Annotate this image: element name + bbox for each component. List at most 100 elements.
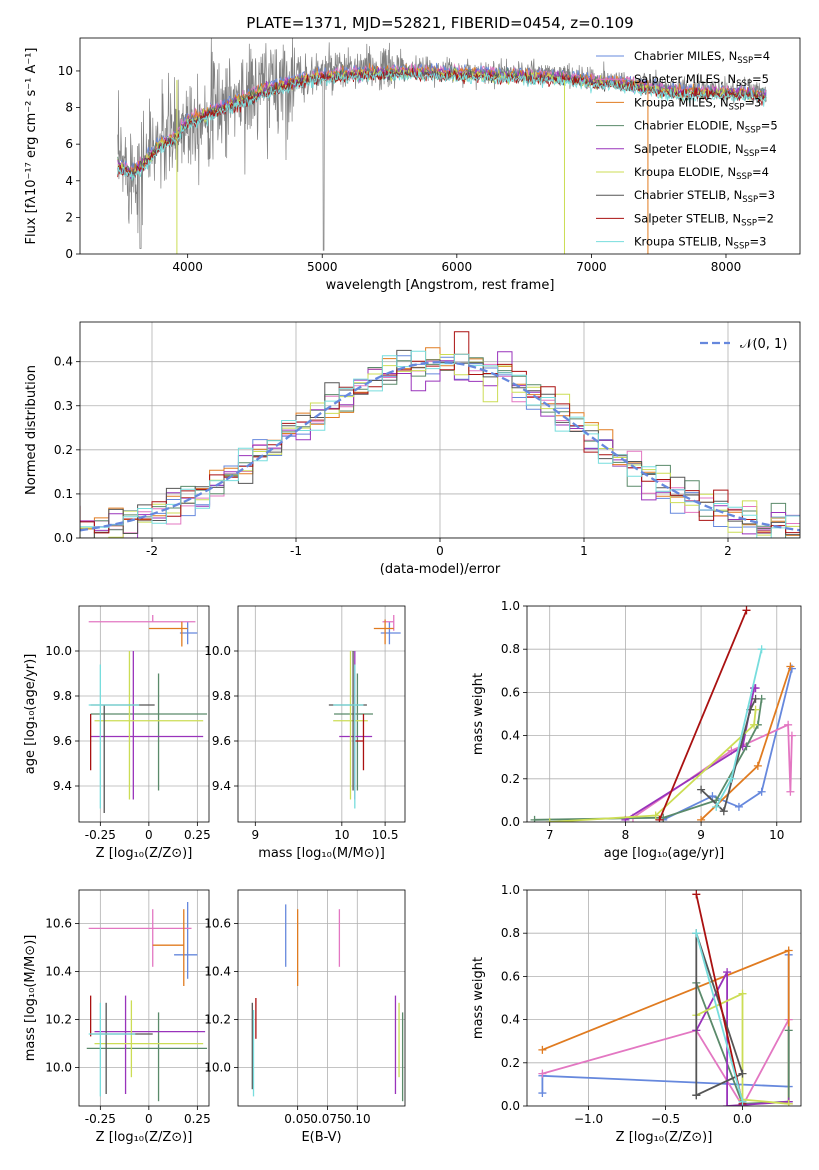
legend-suffix: =2 — [757, 211, 774, 225]
y-axis-label: mass weight — [471, 957, 486, 1039]
x-axis-label: Z [log₁₀(Z/Z⊙)] — [96, 846, 193, 861]
x-tick-label: 0.25 — [184, 828, 211, 842]
legend-subscript: SSP — [734, 242, 750, 252]
legend-text: Salpeter MILES, N — [634, 72, 736, 86]
x-tick-label: -1 — [290, 544, 302, 558]
legend-entry: Kroupa MILES, NSSP=3 — [634, 95, 761, 112]
x-tick-label: 10.5 — [372, 828, 399, 842]
panel-mass_vs_ebv: 0.05 0.075 0.10 10.0 10.2 10.4 10.6 E(B-V) — [204, 889, 406, 1145]
mass-weight-marker — [692, 929, 701, 938]
legend-entry: 𝒩(0, 1) — [740, 337, 787, 352]
plot-area — [80, 322, 800, 538]
y-tick-label: 4 — [65, 174, 73, 188]
legend-text: Kroupa STELIB, N — [634, 235, 734, 249]
legend-subscript: SSP — [736, 79, 752, 89]
legend-text: Chabrier STELIB, N — [634, 188, 742, 202]
y-tick-label: 0.2 — [54, 443, 73, 457]
y-axis-label: mass weight — [471, 673, 486, 755]
legend-entry: Chabrier STELIB, NSSP=3 — [634, 188, 775, 205]
panel-age_vs_Z: -0.25 0 0.25 9.4 9.6 9.8 10.0 Z [log₁₀(Z/Z⊙)] ag… — [23, 605, 211, 861]
y-tick-label: 10.2 — [204, 1013, 231, 1027]
x-tick-label: -2 — [146, 544, 158, 558]
legend-subscript: SSP — [745, 126, 761, 136]
axes-frame — [78, 889, 210, 1107]
mass-weight-marker — [784, 1099, 793, 1106]
mass-weight-line — [695, 932, 744, 1097]
y-tick-label: 0.3 — [54, 399, 73, 413]
mass-weight-marker — [697, 785, 706, 794]
mass-weight-line — [695, 932, 744, 1102]
legend-subscript: SSP — [736, 172, 752, 182]
y-tick-label: 0.6 — [501, 685, 520, 699]
mass-weight-line — [695, 894, 744, 1104]
mass-weight-marker — [538, 1069, 547, 1078]
mass-weight-line — [542, 1019, 790, 1106]
y-tick-label: 6 — [65, 137, 73, 151]
legend-entry: Kroupa STELIB, NSSP=3 — [634, 235, 766, 252]
y-tick-label: 8 — [65, 101, 73, 115]
x-tick-label: 0.05 — [284, 1112, 311, 1126]
y-axis-label: mass [log₁₀(M/M⊙)] — [23, 935, 38, 1062]
mass-weight-marker — [751, 694, 760, 703]
mass-weight-marker — [708, 792, 717, 801]
panel-residuals: -2 -1 0 1 2 0.0 0.1 0.2 0.3 0.4 (data-model)/error… — [24, 321, 801, 577]
plot-area — [117, 38, 767, 254]
mass-weight-marker — [719, 807, 728, 816]
model-spectrum-line — [117, 70, 767, 181]
y-tick-label: 0.0 — [54, 531, 73, 545]
y-tick-label: 2 — [65, 210, 73, 224]
mass-weight-marker — [734, 802, 743, 811]
x-tick-label: 9 — [251, 828, 259, 842]
legend-subscript: SSP — [744, 149, 760, 159]
legend-entry: Salpeter MILES, NSSP=5 — [634, 72, 769, 89]
axes-frame — [79, 37, 801, 255]
panel-age_vs_mass: 9 10 10.5 9.4 9.6 9.8 10.0 mass [log₁₀(M/M⊙)] — [204, 605, 406, 861]
mass-weight-marker — [692, 1091, 701, 1100]
x-tick-label: 7 — [546, 828, 554, 842]
x-tick-label: 10 — [769, 828, 784, 842]
mass-weight-marker — [655, 815, 664, 822]
y-tick-label: 0.1 — [54, 487, 73, 501]
legend-suffix: =5 — [761, 119, 778, 133]
legend-text: Salpeter ELODIE, N — [634, 142, 744, 156]
plot-area — [238, 890, 405, 1106]
legend-subscript: SSP — [729, 102, 745, 112]
model-spectrum-line — [117, 66, 767, 179]
y-tick-label: 1.0 — [501, 599, 520, 613]
mass-weight-marker — [787, 731, 796, 740]
x-axis-label: mass [log₁₀(M/M⊙)] — [258, 846, 385, 861]
mass-weight-marker — [712, 802, 721, 811]
axes-frame — [526, 889, 802, 1107]
y-tick-label: 10.2 — [45, 1013, 72, 1027]
y-tick-label: 0.4 — [501, 729, 520, 743]
mass-weight-marker — [784, 1026, 793, 1035]
mass-weight-marker — [786, 662, 795, 671]
x-tick-label: 0.10 — [344, 1112, 371, 1126]
legend-suffix: =5 — [752, 72, 769, 86]
legend-suffix: =3 — [744, 95, 761, 109]
y-tick-label: 10.4 — [45, 965, 72, 979]
mass-weight-marker — [757, 787, 766, 796]
y-tick-label: 9.6 — [53, 734, 72, 748]
legend-entry: Salpeter STELIB, NSSP=2 — [634, 211, 774, 228]
y-tick-label: 9.6 — [212, 734, 231, 748]
y-tick-label: 0.2 — [501, 772, 520, 786]
y-tick-label: 0.0 — [501, 815, 520, 829]
legend-entry: Chabrier MILES, NSSP=4 — [634, 49, 770, 66]
x-tick-label: 7000 — [576, 260, 607, 274]
y-tick-label: 0.2 — [501, 1056, 520, 1070]
axes-frame — [78, 605, 210, 823]
x-tick-label: 8 — [622, 828, 630, 842]
y-axis-label: Flux [fλ10⁻¹⁷ erg cm⁻² s⁻¹ A⁻¹] — [24, 48, 39, 245]
legend-text: Chabrier ELODIE, N — [634, 119, 745, 133]
mass-weight-marker — [530, 815, 539, 822]
x-tick-label: 9 — [697, 828, 705, 842]
legend-text: Salpeter STELIB, N — [634, 211, 741, 225]
y-tick-label: 10.0 — [204, 1061, 231, 1075]
y-tick-label: 9.8 — [53, 689, 72, 703]
legend-suffix: =4 — [752, 165, 769, 179]
y-tick-label: 0.8 — [501, 642, 520, 656]
plot-area — [527, 890, 801, 1106]
y-tick-label: 10.0 — [204, 644, 231, 658]
